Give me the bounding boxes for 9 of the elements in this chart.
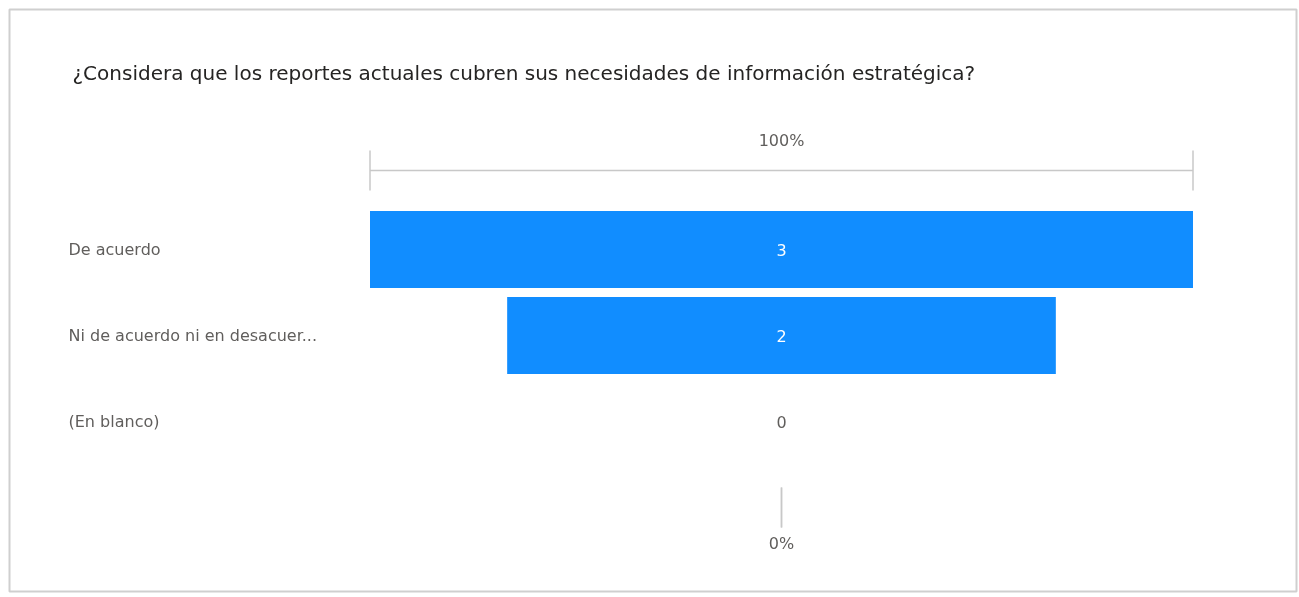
category-label: Ni de acuerdo ni en desacuer... <box>68 326 318 345</box>
data-label: 0 <box>776 412 787 432</box>
category-label: De acuerdo <box>68 240 161 259</box>
text: 0% <box>768 534 795 553</box>
data-label: 2 <box>776 326 787 346</box>
text: ¿Considera que los reportes actuales cubren sus necesidades de información estratégica? <box>72 60 976 85</box>
text: 100% <box>758 131 805 150</box>
data-label: 3 <box>776 240 787 260</box>
category-label: (En blanco) <box>68 412 160 431</box>
